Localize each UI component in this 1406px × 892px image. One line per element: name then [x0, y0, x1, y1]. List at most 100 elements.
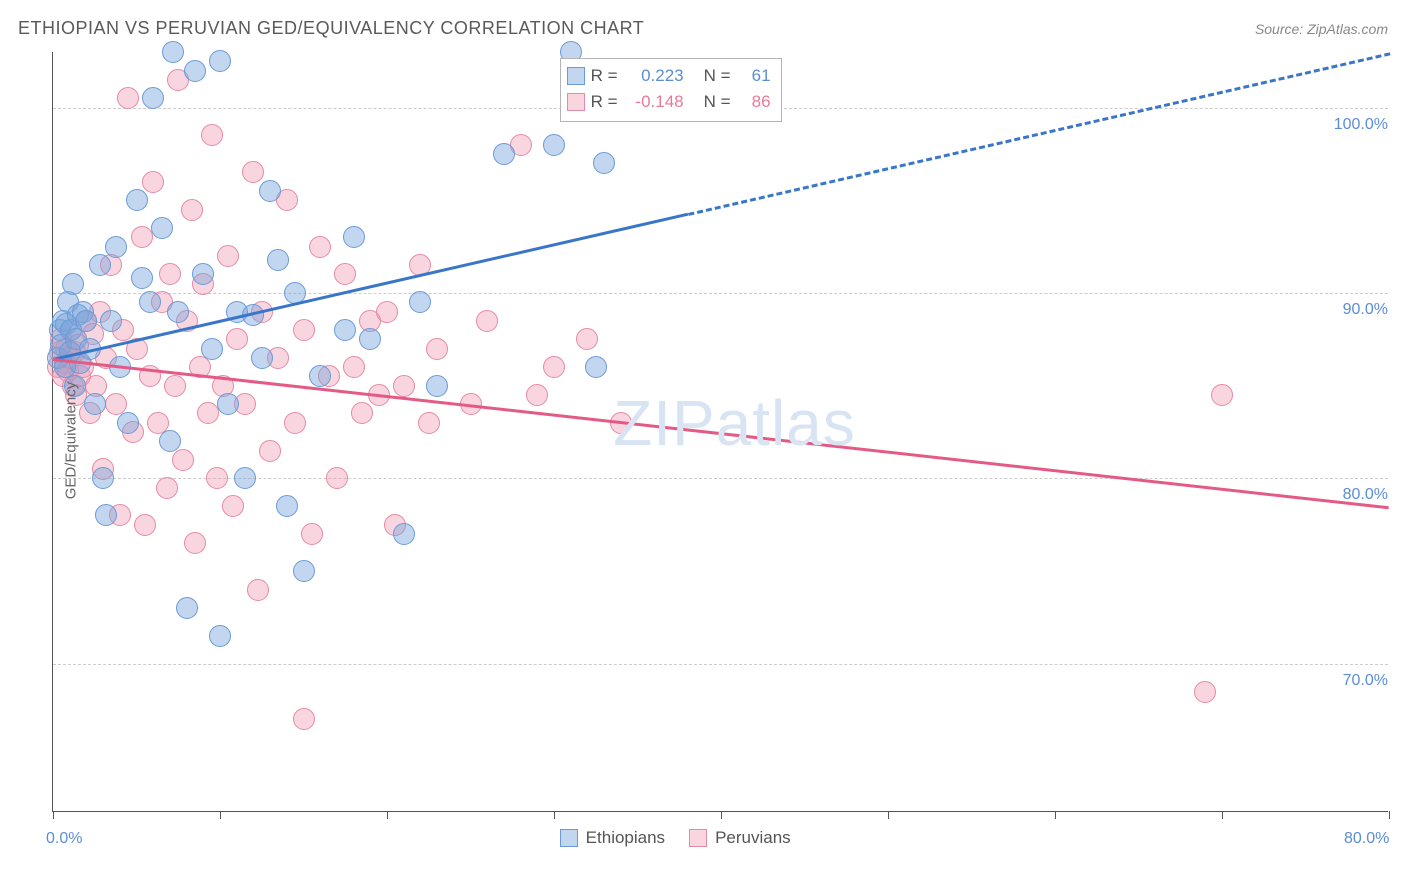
ethiopians-r-value: 0.223	[624, 66, 684, 86]
ethiopians-n-value: 61	[737, 66, 771, 86]
peruvians-n-value: 86	[737, 92, 771, 112]
y-tick-label: 80.0%	[1318, 486, 1388, 504]
peruvians-point	[426, 338, 448, 360]
peruvians-point	[206, 467, 228, 489]
peruvians-point	[222, 495, 244, 517]
ethiopians-point	[95, 504, 117, 526]
ethiopians-point	[131, 267, 153, 289]
legend-label: Ethiopians	[586, 828, 665, 848]
ethiopians-point	[234, 467, 256, 489]
ethiopians-point	[409, 291, 431, 313]
peruvians-point	[184, 532, 206, 554]
stats-box: R = 0.223 N = 61 R = -0.148 N = 86	[560, 58, 782, 122]
peruvians-point	[334, 263, 356, 285]
peruvians-point	[393, 375, 415, 397]
ethiopians-point	[359, 328, 381, 350]
x-tick-label: 80.0%	[1344, 830, 1389, 848]
ethiopians-point	[293, 560, 315, 582]
peruvians-point	[117, 87, 139, 109]
n-label: N =	[704, 92, 731, 112]
peruvians-point	[309, 236, 331, 258]
ethiopians-point	[334, 319, 356, 341]
x-tick	[1055, 811, 1056, 819]
gridline	[53, 664, 1388, 665]
x-tick	[721, 811, 722, 819]
peruvians-point	[156, 477, 178, 499]
ethiopians-point	[151, 217, 173, 239]
ethiopians-point	[105, 236, 127, 258]
peruvians-point	[164, 375, 186, 397]
ethiopians-point	[75, 310, 97, 332]
legend-item-peruvians: Peruvians	[689, 828, 791, 848]
peruvians-point	[1211, 384, 1233, 406]
peruvians-point	[343, 356, 365, 378]
peruvians-point	[284, 412, 306, 434]
x-tick	[220, 811, 221, 819]
peruvians-point	[172, 449, 194, 471]
ethiopians-point	[267, 249, 289, 271]
peruvians-point	[142, 171, 164, 193]
plot-area	[52, 52, 1388, 812]
x-tick	[554, 811, 555, 819]
peruvians-point	[293, 708, 315, 730]
x-tick-label: 0.0%	[46, 830, 82, 848]
peruvians-point	[1194, 681, 1216, 703]
peruvians-point	[159, 263, 181, 285]
ethiopians-point	[184, 60, 206, 82]
ethiopians-point	[126, 189, 148, 211]
ethiopians-point	[92, 467, 114, 489]
bottom-legend: Ethiopians Peruvians	[560, 828, 791, 848]
peruvians-trendline	[53, 358, 1389, 509]
ethiopians-point	[167, 301, 189, 323]
ethiopians-point	[276, 495, 298, 517]
peruvians-point	[131, 226, 153, 248]
ethiopians-point	[62, 273, 84, 295]
peruvians-point	[247, 579, 269, 601]
ethiopians-point	[89, 254, 111, 276]
ethiopians-point	[209, 625, 231, 647]
peruvians-point	[376, 301, 398, 323]
peruvians-point	[201, 124, 223, 146]
x-tick	[53, 811, 54, 819]
x-tick	[888, 811, 889, 819]
ethiopians-point	[159, 430, 181, 452]
r-label: R =	[591, 66, 618, 86]
chart-title: ETHIOPIAN VS PERUVIAN GED/EQUIVALENCY CO…	[18, 18, 644, 39]
x-tick	[387, 811, 388, 819]
ethiopians-point	[117, 412, 139, 434]
source-label: Source: ZipAtlas.com	[1255, 21, 1388, 37]
ethiopians-point	[217, 393, 239, 415]
peruvians-point	[326, 467, 348, 489]
peruvians-swatch-icon	[689, 829, 707, 847]
peruvians-point	[242, 161, 264, 183]
ethiopians-point	[543, 134, 565, 156]
ethiopians-point	[209, 50, 231, 72]
ethiopians-point	[162, 41, 184, 63]
ethiopians-point	[192, 263, 214, 285]
stats-row-peruvians: R = -0.148 N = 86	[567, 89, 771, 115]
ethiopians-point	[393, 523, 415, 545]
peruvians-point	[351, 402, 373, 424]
peruvians-point	[293, 319, 315, 341]
legend-item-ethiopians: Ethiopians	[560, 828, 665, 848]
peruvians-r-value: -0.148	[624, 92, 684, 112]
peruvians-point	[197, 402, 219, 424]
peruvians-point	[259, 440, 281, 462]
ethiopians-point	[309, 365, 331, 387]
peruvians-point	[526, 384, 548, 406]
ethiopians-swatch-icon	[567, 67, 585, 85]
ethiopians-point	[142, 87, 164, 109]
y-tick-label: 90.0%	[1318, 301, 1388, 319]
peruvians-point	[576, 328, 598, 350]
x-tick	[1222, 811, 1223, 819]
peruvians-point	[418, 412, 440, 434]
gridline	[53, 293, 1388, 294]
peruvians-point	[301, 523, 323, 545]
ethiopians-point	[100, 310, 122, 332]
ethiopians-point	[259, 180, 281, 202]
peruvians-point	[181, 199, 203, 221]
ethiopians-point	[84, 393, 106, 415]
ethiopians-point	[426, 375, 448, 397]
ethiopians-point	[176, 597, 198, 619]
n-label: N =	[704, 66, 731, 86]
